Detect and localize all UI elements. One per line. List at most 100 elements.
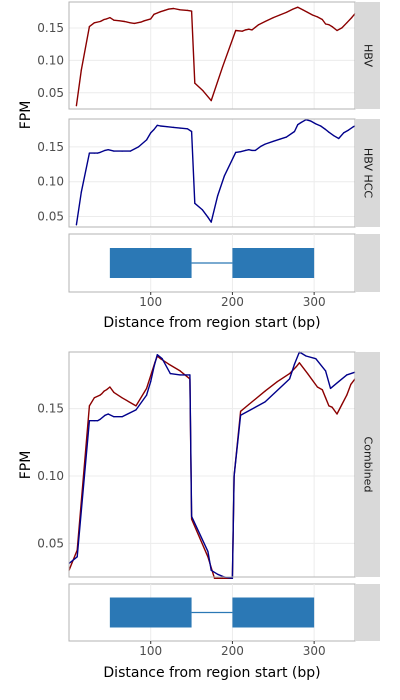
data-point: [251, 29, 253, 31]
data-point: [164, 9, 166, 11]
gene-track-strip: [356, 584, 380, 641]
y-tick-label: 0.05: [37, 536, 64, 550]
data-point: [305, 355, 307, 357]
data-point: [146, 387, 148, 389]
data-point: [244, 29, 247, 31]
data-point: [272, 17, 274, 19]
data-point: [217, 573, 219, 575]
data-point: [240, 410, 242, 412]
data-point: [264, 20, 266, 23]
data-point: [343, 132, 345, 134]
data-point: [235, 29, 237, 32]
plot-background: [69, 352, 355, 577]
facet-strip: [356, 2, 380, 109]
data-point: [101, 393, 103, 395]
data-point: [88, 26, 90, 28]
data-point: [191, 10, 193, 12]
data-point: [300, 121, 302, 124]
y-tick-label: 0.10: [37, 469, 64, 483]
data-point: [248, 403, 250, 406]
facet-strip: [356, 352, 380, 577]
data-point: [133, 22, 135, 24]
data-point: [240, 414, 242, 416]
data-point: [113, 19, 115, 21]
data-point: [75, 224, 77, 226]
data-point: [292, 8, 294, 10]
data-point: [179, 127, 181, 129]
data-point: [156, 124, 158, 126]
data-point: [293, 130, 296, 133]
data-point: [93, 152, 95, 154]
data-point: [321, 389, 323, 391]
data-point: [173, 7, 175, 10]
data-point: [341, 403, 343, 406]
data-point: [325, 397, 327, 399]
data-point: [328, 24, 330, 26]
data-point: [272, 140, 274, 142]
data-point: [103, 18, 105, 21]
data-point: [217, 577, 219, 579]
data-point: [106, 18, 108, 20]
data-point: [186, 9, 189, 11]
data-point: [121, 397, 123, 399]
data-point: [179, 370, 181, 372]
data-point: [99, 394, 101, 396]
data-point: [186, 128, 189, 130]
facet-strip-label: Combined: [362, 437, 375, 493]
data-point: [109, 386, 111, 388]
data-point: [264, 401, 266, 403]
data-point: [189, 374, 191, 376]
data-point: [333, 135, 335, 137]
data-point: [88, 405, 90, 407]
series-line: [75, 118, 356, 226]
data-point: [156, 12, 158, 14]
data-point: [143, 20, 145, 22]
data-point: [350, 383, 352, 385]
data-point: [168, 363, 170, 365]
data-point: [338, 381, 340, 383]
plot-background: [69, 119, 355, 227]
data-point: [156, 354, 158, 356]
data-point: [307, 373, 309, 375]
exon-block: [232, 597, 315, 628]
data-point: [329, 387, 332, 389]
data-point: [325, 23, 327, 25]
y-tick-label: 0.15: [37, 140, 64, 154]
data-point: [213, 577, 216, 579]
data-point: [297, 6, 299, 8]
data-point: [121, 416, 123, 418]
data-point: [295, 366, 297, 368]
panel-border: [68, 118, 356, 228]
series-line: [75, 6, 356, 106]
x-axis-title: Distance from region start (bp): [103, 665, 320, 681]
data-point: [264, 143, 266, 145]
data-point: [244, 149, 247, 151]
data-point: [146, 394, 148, 396]
data-point: [194, 82, 196, 84]
data-point: [107, 149, 109, 151]
data-point: [166, 126, 168, 128]
exon-block: [109, 597, 192, 628]
data-point: [161, 358, 163, 360]
facet-strip-label: HBV: [362, 44, 375, 67]
series-line: [68, 355, 356, 579]
data-point: [328, 131, 330, 133]
data-point: [223, 175, 225, 177]
data-point: [231, 577, 233, 579]
data-point: [331, 26, 333, 28]
data-point: [293, 363, 296, 365]
data-point: [93, 22, 95, 24]
data-point: [101, 20, 103, 22]
x-tick-label: 300: [303, 644, 326, 658]
data-point: [140, 21, 142, 23]
data-point: [153, 366, 155, 368]
data-point: [235, 151, 237, 153]
data-point: [191, 130, 193, 133]
data-point: [88, 420, 90, 422]
data-point: [276, 381, 278, 383]
data-point: [191, 515, 193, 518]
data-point: [285, 136, 287, 138]
data-point: [106, 389, 108, 391]
data-point: [113, 391, 115, 393]
data-point: [289, 373, 291, 375]
